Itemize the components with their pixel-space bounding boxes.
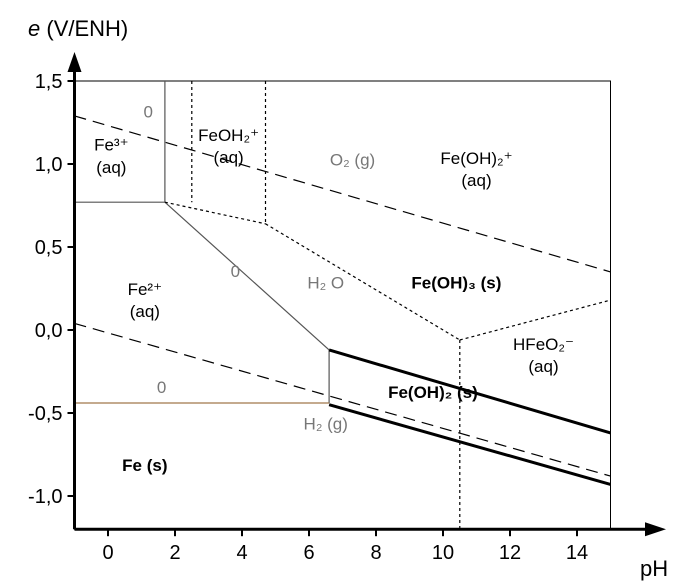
x-axis-arrow-icon: [645, 522, 666, 537]
y-tick-label: -0,5: [28, 403, 62, 425]
boundary-hfeo2-upper-dotted: [459, 299, 611, 341]
y-tick-label: 0,0: [35, 320, 63, 342]
x-tick-label: 6: [303, 542, 314, 564]
boundary-o2-water-line: [74, 115, 611, 273]
y-tick-label: 1,5: [35, 71, 63, 93]
region-label-hfeo2-label: HFeO₂⁻ (aq): [513, 335, 574, 376]
boundary-h2-water-line: [74, 322, 611, 477]
boundary-feoh3-upper-dotted: [265, 223, 461, 341]
region-label-feoh2plus-label: Fe(OH)₂⁺ (aq): [440, 149, 512, 190]
region-label-line: (aq): [528, 357, 558, 376]
region-label-h2-label: H₂ (g): [304, 415, 348, 434]
x-tick-label: 2: [169, 542, 180, 564]
y-tick-label: 0,5: [35, 237, 63, 259]
region-label-line: (aq): [130, 302, 160, 321]
x-tick-label: 8: [370, 542, 381, 564]
region-label-line: Fe(OH)₃ (s): [411, 274, 501, 293]
region-label-feoh2plus-small-label: FeOH₂⁺ (aq): [198, 126, 259, 167]
region-label-feoh3-label: Fe(OH)₃ (s): [411, 274, 501, 293]
region-label-line: (aq): [213, 148, 243, 167]
region-label-line: Fe(OH)₂⁺: [440, 149, 512, 168]
region-label-line: (aq): [461, 171, 491, 190]
y-tick-label: 1,0: [35, 154, 63, 176]
region-label-line: H₂ (g): [304, 415, 348, 434]
x-tick-label: 14: [566, 542, 588, 564]
x-tick-label: 4: [236, 542, 247, 564]
x-tick-label: 10: [432, 542, 454, 564]
region-label-zero-a: 0: [143, 103, 152, 122]
y-axis-arrow-icon: [67, 52, 82, 72]
region-label-line: 0: [157, 378, 166, 397]
x-axis-label: pH: [640, 556, 668, 581]
boundary-feoh3-feoh2-boundary: [328, 348, 611, 435]
region-label-line: 0: [231, 262, 240, 281]
region-label-line: Fe (s): [122, 456, 167, 475]
y-tick-label: -1,0: [28, 486, 62, 508]
region-label-line: H₂ O: [307, 274, 344, 293]
region-label-feoh2-label: Fe(OH)₂ (s): [388, 383, 478, 402]
region-label-line: Fe³⁺: [94, 136, 128, 155]
x-tick-label: 12: [499, 542, 521, 564]
y-axis-label: e (V/ENH): [28, 16, 128, 41]
boundary-fe2-feoh3-slope: [164, 201, 330, 351]
x-tick-label: 0: [102, 542, 113, 564]
region-label-zero-c: 0: [157, 378, 166, 397]
region-label-o2-label: O₂ (g): [330, 151, 375, 170]
boundary-feoh2-fe-boundary: [328, 403, 611, 486]
region-label-line: (aq): [96, 158, 126, 177]
region-label-line: 0: [143, 103, 152, 122]
region-label-fe2-label: Fe²⁺ (aq): [128, 280, 162, 321]
region-label-zero-b: 0: [231, 262, 240, 281]
region-label-line: HFeO₂⁻: [513, 335, 574, 354]
y-axis-label-symbol: e: [28, 16, 40, 41]
region-label-line: Fe(OH)₂ (s): [388, 383, 478, 402]
region-label-line: Fe²⁺: [128, 280, 162, 299]
region-label-fe3-label: Fe³⁺ (aq): [94, 136, 128, 177]
region-label-line: O₂ (g): [330, 151, 375, 170]
y-axis-label-unit: (V/ENH): [40, 16, 128, 41]
region-label-h2o-label: H₂ O: [307, 274, 344, 293]
boundary-feoh2plus-lower-dotted: [164, 201, 266, 225]
region-label-line: FeOH₂⁺: [198, 126, 259, 145]
region-label-fe-label: Fe (s): [122, 456, 167, 475]
